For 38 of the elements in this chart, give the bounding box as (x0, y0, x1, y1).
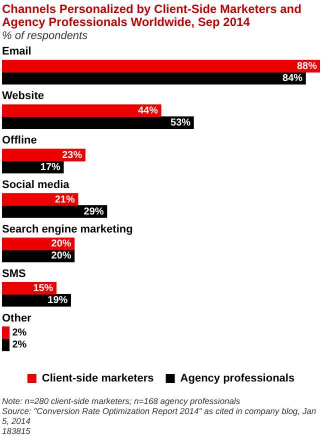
data-label: 84% (282, 72, 303, 84)
bar (2, 326, 10, 340)
data-label: 15% (33, 283, 54, 294)
data-label: 88% (296, 60, 318, 72)
y-tick-label: Search engine marketing (2, 223, 133, 236)
y-tick-label: Other (2, 312, 32, 324)
bar (2, 104, 162, 117)
data-label: 53% (170, 117, 191, 128)
bar (2, 238, 75, 250)
data-label: 2% (12, 328, 27, 339)
bar (2, 338, 10, 352)
bar (2, 193, 78, 206)
chart-subtitle: % of respondents (2, 30, 89, 42)
data-label: 21% (54, 194, 75, 206)
data-label: 44% (138, 105, 158, 116)
y-tick-label: Social media (2, 179, 70, 192)
legend-label: Client-side marketers (42, 372, 154, 385)
y-tick-label: Email (2, 46, 32, 58)
text: Note: n=280 client-side marketers; n=168 agency professionals (2, 396, 242, 406)
chart-title: Channels Personalized by Client-Side Marketers and Agency Professionals Worldwide, Sep 2014 (2, 2, 302, 29)
bar (2, 116, 194, 129)
data-label: 17% (40, 162, 61, 173)
data-label: 19% (48, 295, 68, 306)
data-label: 2% (12, 340, 27, 351)
y-tick-label: Offline (2, 134, 37, 147)
source-note: Source: "Conversion Rate Optimization Report 2014" as cited in company blog, Jan 5, 2014 (2, 406, 318, 426)
legend-label: Agency professionals (180, 372, 295, 385)
bar (2, 72, 306, 85)
data-label: 20% (51, 238, 72, 250)
data-label: 29% (84, 206, 104, 218)
text: 183815 (2, 426, 32, 436)
bar (2, 148, 86, 162)
bar (2, 205, 108, 218)
y-tick-label: Website (2, 90, 44, 102)
data-label: 20% (51, 250, 72, 262)
data-label: 23% (62, 150, 82, 161)
y-tick-label: SMS (2, 268, 26, 280)
bar (2, 60, 320, 73)
